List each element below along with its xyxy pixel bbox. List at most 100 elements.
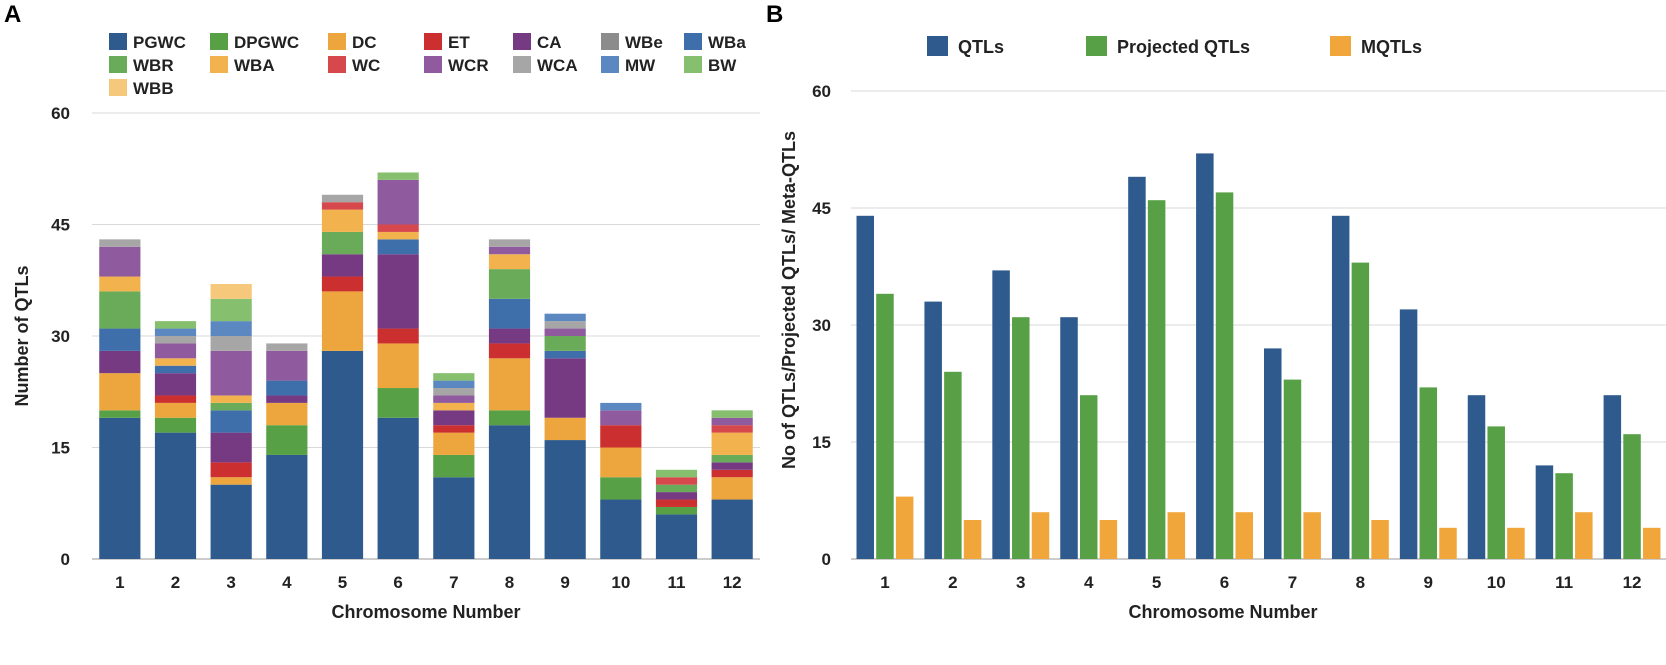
bar-segment-wba-chr-6: [377, 231, 419, 240]
bar-segment-wc-chr-11: [655, 477, 698, 485]
bar-segment-ca-chr-12: [711, 462, 753, 470]
x-tick-label: 5: [338, 573, 347, 592]
bar-segment-wba-chr-8: [488, 298, 531, 329]
legend-label-wbb: WBB: [133, 79, 174, 98]
bar-segment-dpgwc-chr-8: [488, 410, 531, 426]
bar-segment-et-chr-6: [377, 328, 419, 344]
legend-label-dpgwc: DPGWC: [234, 33, 299, 52]
bar-segment-pgwc-chr-9: [544, 440, 586, 559]
bar-segment-ca-chr-8: [488, 328, 531, 344]
bar-segment-dpgwc-chr-10: [600, 477, 642, 500]
bar-mqtls-chr-12: [1642, 527, 1661, 559]
bar-segment-dc-chr-4: [266, 402, 308, 426]
bar-segment-wba-chr-4: [266, 380, 308, 396]
bar-projected-qtls-chr-8: [1351, 262, 1370, 559]
legend-swatch-wbe: [601, 33, 619, 50]
x-tick-label: 6: [1220, 573, 1229, 592]
legend-label-qtls: QTLs: [958, 37, 1004, 57]
bar-segment-dc-chr-8: [488, 358, 531, 411]
legend-swatch-ca: [513, 33, 531, 50]
bar-segment-wcr-chr-2: [154, 343, 197, 359]
x-tick-label: 3: [1016, 573, 1025, 592]
y-tick-label: 0: [822, 550, 831, 569]
bar-segment-ca-chr-2: [154, 373, 197, 396]
bar-segment-wca-chr-8: [488, 239, 531, 247]
bar-projected-qtls-chr-7: [1283, 379, 1302, 559]
x-tick-label: 9: [1424, 573, 1433, 592]
legend-swatch-projected-qtls: [1086, 36, 1107, 56]
x-tick-label: 3: [226, 573, 235, 592]
grouped-bars: [856, 153, 1661, 560]
bar-segment-pgwc-chr-1: [99, 417, 141, 559]
bar-projected-qtls-chr-5: [1147, 200, 1166, 559]
legend: PGWC DPGWC DC ET CA WBe WBa WBR WBA WC WCR WCA MW BW W…: [109, 33, 746, 98]
legend-label-wbe: WBe: [625, 33, 663, 52]
bar-projected-qtls-chr-9: [1419, 387, 1438, 559]
bar-segment-ca-chr-7: [433, 410, 475, 426]
x-tick-label: 4: [1084, 573, 1094, 592]
legend-swatch-dc: [328, 33, 346, 50]
x-tick-label: 5: [1152, 573, 1161, 592]
y-axis-title: Number of QTLs: [12, 265, 32, 406]
bar-segment-dc-chr-7: [433, 432, 475, 455]
legend-swatch-et: [424, 33, 442, 50]
bar-segment-bw-chr-7: [433, 373, 475, 381]
bar-segment-wca-chr-9: [544, 321, 586, 329]
bar-segment-dc-chr-9: [544, 417, 586, 441]
legend-swatch-wbb: [109, 79, 127, 96]
bar-projected-qtls-chr-3: [1012, 317, 1030, 559]
bar-segment-mw-chr-2: [154, 328, 197, 336]
x-tick-label: 8: [505, 573, 514, 592]
panel-label-b: B: [766, 1, 783, 28]
bar-segment-wbb-chr-3: [210, 283, 252, 299]
bar-segment-pgwc-chr-12: [711, 499, 753, 559]
bar-segment-wbr-chr-9: [544, 336, 586, 351]
y-tick-label: 15: [51, 439, 70, 458]
bar-segment-ca-chr-6: [377, 254, 419, 329]
x-tick-label: 7: [449, 573, 458, 592]
x-tick-labels: 1 2 3 4 5 6 7 8 9 10 11 12: [880, 573, 1641, 592]
x-tick-label: 4: [282, 573, 292, 592]
bar-segment-wcr-chr-10: [600, 410, 642, 426]
y-gridlines: [92, 112, 760, 560]
x-tick-label: 1: [115, 573, 124, 592]
bar-segment-mw-chr-7: [433, 380, 475, 389]
bar-segment-pgwc-chr-7: [433, 477, 475, 559]
y-tick-labels: 0 15 30 45 60: [812, 82, 831, 569]
bar-segment-wca-chr-7: [433, 388, 475, 396]
bar-segment-wca-chr-5: [321, 194, 364, 203]
bar-projected-qtls-chr-12: [1623, 434, 1641, 559]
bar-segment-wbr-chr-11: [655, 484, 698, 493]
stacked-bars: [99, 172, 753, 559]
y-tick-labels: 0 15 30 45 60: [51, 104, 70, 569]
bar-segment-wbr-chr-1: [99, 291, 141, 329]
bar-segment-wba-chr-5: [321, 209, 364, 232]
y-tick-label: 45: [812, 199, 831, 218]
bar-segment-wca-chr-4: [266, 343, 308, 351]
bar-segment-wca-chr-2: [154, 336, 197, 344]
bar-segment-bw-chr-3: [210, 298, 252, 322]
bar-segment-ca-chr-1: [99, 350, 141, 374]
bar-segment-wba-chr-6: [377, 239, 419, 255]
legend-label-wcr: WCR: [448, 56, 489, 75]
x-tick-label: 11: [1555, 573, 1573, 592]
bar-projected-qtls-chr-4: [1079, 395, 1098, 559]
bar-segment-dc-chr-2: [154, 402, 197, 418]
bar-segment-ca-chr-3: [210, 432, 252, 463]
x-tick-label: 7: [1288, 573, 1297, 592]
bar-segment-et-chr-5: [321, 276, 364, 292]
legend-label-wc: WC: [352, 56, 380, 75]
bar-segment-et-chr-11: [655, 499, 698, 507]
x-tick-label: 11: [668, 573, 686, 592]
bar-projected-qtls-chr-11: [1555, 473, 1573, 559]
bar-segment-pgwc-chr-3: [210, 484, 252, 559]
legend-swatch-pgwc: [109, 33, 127, 50]
bar-segment-bw-chr-12: [711, 410, 753, 418]
bar-segment-mw-chr-10: [600, 402, 642, 411]
x-tick-label: 9: [560, 573, 569, 592]
bar-qtls-chr-1: [856, 215, 875, 560]
bar-segment-wca-chr-3: [210, 336, 252, 351]
bar-qtls-chr-11: [1535, 465, 1554, 559]
legend-label-wba: WBA: [234, 56, 275, 75]
x-tick-label: 1: [880, 573, 889, 592]
